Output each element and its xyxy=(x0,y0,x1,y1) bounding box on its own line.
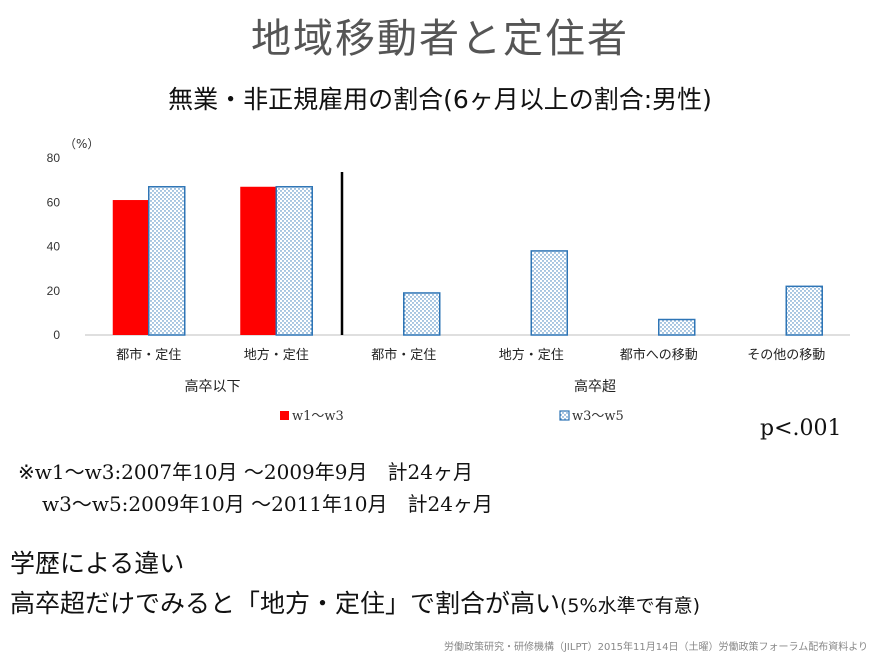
y-unit-label: （%） xyxy=(64,137,99,151)
p-value-label: p<.001 xyxy=(760,416,842,441)
finding-text: 高卒超だけでみると「地方・定住」で割合が高い xyxy=(10,589,561,618)
legend-swatch-w1-w3 xyxy=(280,411,289,420)
x-category-label: 都市・定住 xyxy=(371,347,436,363)
x-category-label: その他の移動 xyxy=(747,348,825,363)
source-credit: 労働政策研究・研修機構（JILPT）2015年11月14日（土曜）労働政策フォー… xyxy=(443,642,868,653)
bar-w1-w3 xyxy=(112,200,149,335)
bar-w3-w5 xyxy=(530,250,568,336)
finding-heading: 学歴による違い xyxy=(10,549,185,578)
bar-chart: 0 20 40 60 80（%） 都市・定住 地方・定住 都市・定住 地方・定住 都市への移動 その… xyxy=(47,137,850,424)
bar-w3-w5 xyxy=(658,318,696,336)
y-tick-label: 0 xyxy=(53,328,60,342)
legend-label: w1〜w3 xyxy=(292,409,344,424)
y-tick-label: 20 xyxy=(47,284,61,298)
bar-w3-w5 xyxy=(148,186,186,336)
bar-w3-w5 xyxy=(785,285,823,336)
y-tick-label: 80 xyxy=(47,151,61,165)
bar-w3-w5 xyxy=(275,186,313,336)
period-note-2: w3〜w5:2009年10月 〜2011年10月 計24ヶ月 xyxy=(42,492,493,516)
legend-label: w3〜w5 xyxy=(572,409,624,424)
finding-parenthetical: (5%水準で有意) xyxy=(560,595,700,617)
bar-w1-w3 xyxy=(240,186,277,335)
x-category-label: 地方・定住 xyxy=(499,347,564,363)
group-label: 高卒超 xyxy=(574,378,616,395)
group-label: 高卒以下 xyxy=(185,378,241,395)
slide-title: 地域移動者と定住者 xyxy=(251,16,629,62)
x-category-label: 都市への移動 xyxy=(620,347,698,363)
x-category-label: 都市・定住 xyxy=(116,347,181,363)
finding-statement: 高卒超だけでみると「地方・定住」で割合が高い(5%水準で有意) xyxy=(10,584,700,620)
y-tick-label: 40 xyxy=(47,240,61,254)
bar-w3-w5 xyxy=(403,292,441,336)
x-category-label: 地方・定住 xyxy=(244,347,309,363)
period-note-1: ※w1〜w3:2007年10月 〜2009年9月 計24ヶ月 xyxy=(18,460,473,484)
chart-subtitle: 無業・非正規雇用の割合(6ヶ月以上の割合:男性) xyxy=(168,85,712,114)
y-tick-label: 60 xyxy=(47,195,61,209)
legend-swatch-w3-w5 xyxy=(559,410,570,421)
